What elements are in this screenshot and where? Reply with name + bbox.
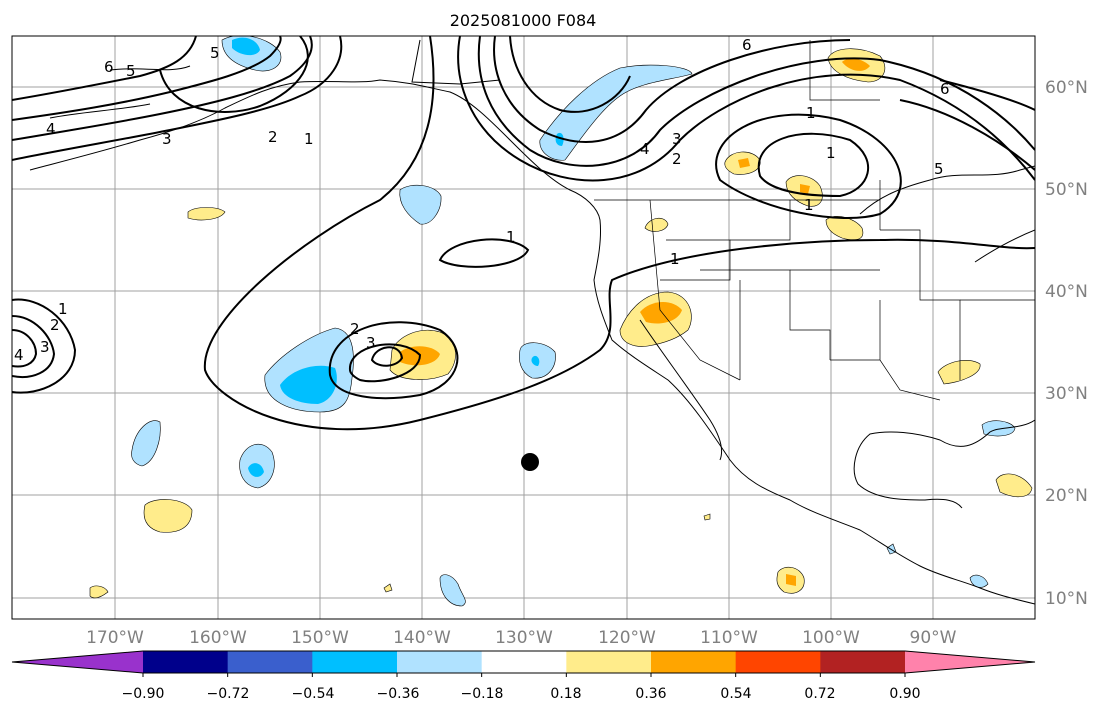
- lon-label: 160°W: [189, 628, 247, 648]
- lat-label: 10°N: [1045, 589, 1088, 609]
- lat-label: 30°N: [1045, 384, 1088, 404]
- contour-label: 3: [366, 334, 376, 352]
- lat-label: 20°N: [1045, 486, 1088, 506]
- colorbar-segment: [481, 651, 567, 673]
- lat-axis: 60°N 50°N 40°N 30°N 20°N 10°N: [1045, 78, 1088, 609]
- colorbar: [11, 650, 1036, 677]
- colorbar-segment: [312, 651, 398, 673]
- contour-label: 5: [126, 62, 136, 80]
- colorbar-ticks: −0.90 −0.72 −0.54 −0.36 −0.18 0.18 0.36 …: [122, 686, 921, 702]
- lon-label: 130°W: [495, 628, 553, 648]
- contour-label: 4: [14, 346, 24, 364]
- lon-label: 120°W: [598, 628, 656, 648]
- colorbar-tick-label: −0.18: [461, 686, 504, 702]
- contour-label: 3: [672, 130, 682, 148]
- map-frame: [11, 35, 1036, 620]
- contour-label: 1: [58, 300, 68, 318]
- contour-label: 6: [104, 58, 114, 76]
- contour-label: 2: [672, 150, 682, 168]
- contour-label: 1: [304, 130, 314, 148]
- lat-label: 60°N: [1045, 78, 1088, 98]
- colorbar-segment: [735, 651, 821, 673]
- colorbar-segment: [227, 651, 313, 673]
- lon-axis: 170°W 160°W 150°W 140°W 130°W 120°W 110°…: [86, 628, 957, 648]
- contour-label: 1: [506, 228, 516, 246]
- lon-label: 110°W: [700, 628, 758, 648]
- map-area: 6 5 4 3 2 1 5 6 4 3 2 1 6 5 1 1 4 3 2 1 …: [12, 36, 1035, 619]
- contour-label: 1: [804, 196, 814, 214]
- colorbar-segment: [566, 651, 652, 673]
- contour-label: 1: [670, 250, 680, 268]
- contour-label: 4: [46, 120, 56, 138]
- colorbar-segment: [651, 651, 737, 673]
- contour-label: 2: [50, 316, 60, 334]
- colorbar-tick-label: −0.36: [377, 686, 420, 702]
- colorbar-extend-high: [905, 651, 1035, 673]
- contour-label: 2: [268, 128, 278, 146]
- contour-label: 6: [940, 80, 950, 98]
- colorbar-tick-label: 0.36: [635, 686, 666, 702]
- lat-label: 50°N: [1045, 180, 1088, 200]
- contour-label: 1: [806, 104, 816, 122]
- lon-label: 140°W: [393, 628, 451, 648]
- lon-label: 100°W: [802, 628, 860, 648]
- contour-label: 6: [742, 36, 752, 54]
- colorbar-extend-low: [12, 651, 143, 673]
- contour-lines: [12, 36, 1035, 431]
- coastlines: [29, 39, 1035, 605]
- contour-label: 4: [640, 140, 650, 158]
- colorbar-tick-label: 0.90: [889, 686, 920, 702]
- contour-label-group: 6 5 4 3 2 1 5 6 4 3 2 1 6 5 1 1 4 3 2 1 …: [14, 36, 950, 364]
- colorbar-segment: [143, 651, 229, 673]
- storm-position-marker: [521, 453, 539, 471]
- contour-label: 2: [350, 320, 360, 338]
- colorbar-tick-label: −0.72: [207, 686, 250, 702]
- contour-label: 3: [162, 130, 172, 148]
- colorbar-tick-label: −0.90: [122, 686, 165, 702]
- lon-label: 150°W: [291, 628, 349, 648]
- colorbar-tick-label: 0.18: [550, 686, 581, 702]
- colorbar-tick-label: 0.54: [720, 686, 751, 702]
- lat-label: 40°N: [1045, 282, 1088, 302]
- contour-label: 3: [40, 338, 50, 356]
- map-title: 2025081000 F084: [450, 11, 597, 30]
- contour-label: 5: [210, 44, 220, 62]
- colorbar-segment: [820, 651, 906, 673]
- colorbar-segment: [397, 651, 483, 673]
- lon-label: 170°W: [86, 628, 144, 648]
- colorbar-tick-label: −0.54: [292, 686, 335, 702]
- colorbar-tick-label: 0.72: [804, 686, 835, 702]
- lon-label: 90°W: [910, 628, 957, 648]
- contour-label: 5: [934, 160, 944, 178]
- contour-label: 1: [826, 144, 836, 162]
- graticule: [12, 36, 1035, 619]
